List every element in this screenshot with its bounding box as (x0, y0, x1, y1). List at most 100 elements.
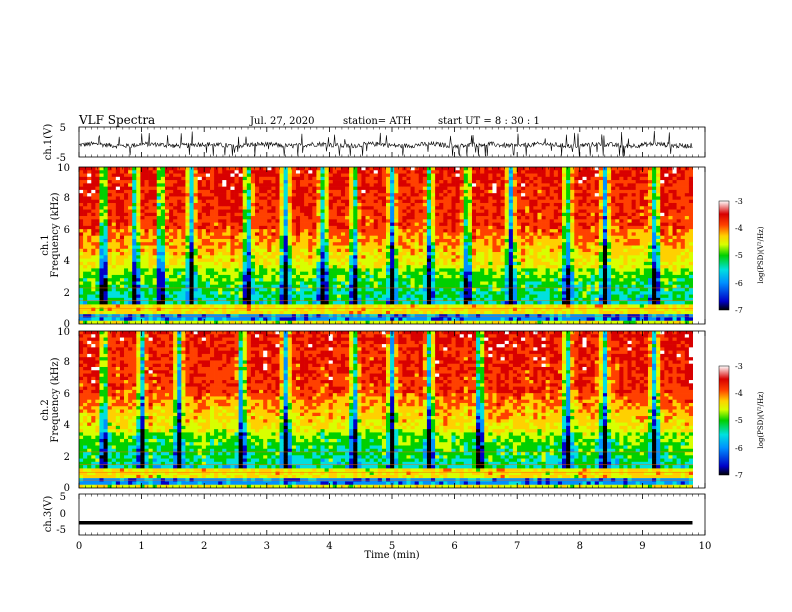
spectrogram-cell (193, 202, 198, 207)
spectrogram-cell (111, 310, 117, 315)
spectrogram-cell (365, 268, 370, 272)
spectrogram-cell (316, 271, 321, 276)
spectrogram-cell (115, 281, 121, 286)
spectrogram-cell (291, 304, 297, 308)
spectrogram-cell (169, 199, 174, 204)
spectrogram-cell (91, 320, 96, 324)
spectrogram-cell (471, 288, 477, 292)
spectrogram-cell (144, 202, 149, 207)
spectrogram-cell (263, 288, 268, 292)
spectrogram-cell (295, 261, 301, 266)
spectrogram-cell (291, 173, 297, 178)
spectrogram-cell (193, 189, 198, 194)
spectrogram-cell (410, 206, 415, 210)
spectrogram-cell (246, 317, 252, 322)
spectrogram-cell (214, 238, 219, 243)
spectrogram-cell (152, 304, 158, 308)
spectrogram-cell (87, 206, 92, 210)
spectrogram-cell (476, 245, 481, 250)
spectrogram-cell (447, 167, 452, 171)
spectrogram-cell (340, 212, 346, 217)
spectrogram-cell (377, 238, 383, 243)
spectrogram-cell (287, 176, 293, 181)
spectrogram-cell (320, 274, 325, 279)
spectrogram-cell (136, 238, 141, 243)
spectrogram-cell (476, 265, 481, 269)
spectrogram-cell (300, 261, 305, 266)
spectrogram-cell (250, 291, 256, 295)
spectrogram-cell (234, 189, 239, 194)
spectrogram-cell (349, 281, 354, 286)
spectrogram-cell (308, 209, 313, 214)
spectrogram-cell (406, 238, 411, 243)
spectrogram-cell (87, 186, 92, 191)
spectrogram-cell (91, 242, 96, 246)
spectrogram-cell (369, 173, 375, 178)
spectrogram-cell (291, 219, 297, 223)
spectrogram-cell (250, 242, 256, 246)
spectrogram-cell (402, 183, 407, 187)
spectrogram-cell (386, 170, 391, 174)
spectrogram-cell (406, 255, 411, 259)
spectrogram-cell (300, 245, 305, 250)
spectrogram-cell (316, 258, 321, 263)
spectrogram-cell (332, 209, 338, 214)
spectrogram-cell (390, 258, 395, 263)
spectrogram-cell (275, 284, 280, 289)
spectrogram-cell (365, 180, 370, 184)
spectrogram-cell (410, 278, 415, 282)
spectrogram-cell (226, 173, 231, 178)
spectrogram-cell (267, 258, 272, 263)
spectrogram-cell (189, 258, 194, 263)
spectrogram-cell (394, 245, 399, 250)
spectrogram-cell (263, 196, 268, 201)
spectrogram-cell (124, 278, 129, 282)
spectrogram-cell (259, 180, 264, 184)
spectrogram-cell (463, 288, 469, 292)
spectrogram-cell (398, 245, 403, 250)
spectrogram-cell (246, 278, 252, 282)
spectrogram-cell (414, 261, 420, 266)
spectrogram-cell (267, 235, 272, 240)
spectrogram-cell (410, 176, 415, 181)
spectrogram-cell (406, 199, 411, 204)
spectrogram-cell (443, 284, 448, 289)
spectrogram-cell (410, 225, 415, 230)
spectrogram-cell (320, 255, 325, 259)
spectrogram-cell (300, 225, 305, 230)
spectrogram-cell (148, 189, 153, 194)
spectrogram-cell (345, 265, 350, 269)
spectrogram-cell (410, 297, 415, 302)
spectrogram-cell (377, 167, 383, 171)
spectrogram-cell (111, 291, 117, 295)
spectrogram-cell (373, 180, 379, 184)
spectrogram-cell (218, 232, 223, 236)
spectrogram-cell (255, 255, 260, 259)
spectrogram-cell (99, 183, 104, 187)
spectrogram-cell (476, 183, 481, 187)
spectrogram-cell (164, 301, 170, 305)
spectrogram-cell (197, 294, 203, 299)
spectrogram-cell (340, 199, 346, 204)
spectrogram-cell (242, 225, 248, 230)
spectrogram-cell (357, 284, 362, 289)
spectrogram-cell (471, 261, 477, 266)
spectrogram-cell (340, 281, 346, 286)
spectrogram-cell (451, 288, 456, 292)
spectrogram-cell (443, 274, 448, 279)
spectrogram-cell (361, 193, 366, 197)
spectrogram-cell (353, 245, 358, 250)
spectrogram-cell (447, 225, 452, 230)
spectrogram-cell (103, 209, 108, 214)
spectrogram-cell (177, 193, 182, 197)
spectrogram-cell (205, 180, 211, 184)
spectrogram-cell (295, 196, 301, 201)
spectrogram-cell (193, 291, 198, 295)
spectrogram-cell (115, 170, 121, 174)
spectrogram-cell (111, 209, 117, 214)
spectrogram-cell (283, 202, 289, 207)
spectrogram-cell (160, 212, 166, 217)
spectrogram-cell (230, 209, 235, 214)
spectrogram-cell (410, 281, 415, 286)
spectrogram-cell (361, 274, 366, 279)
